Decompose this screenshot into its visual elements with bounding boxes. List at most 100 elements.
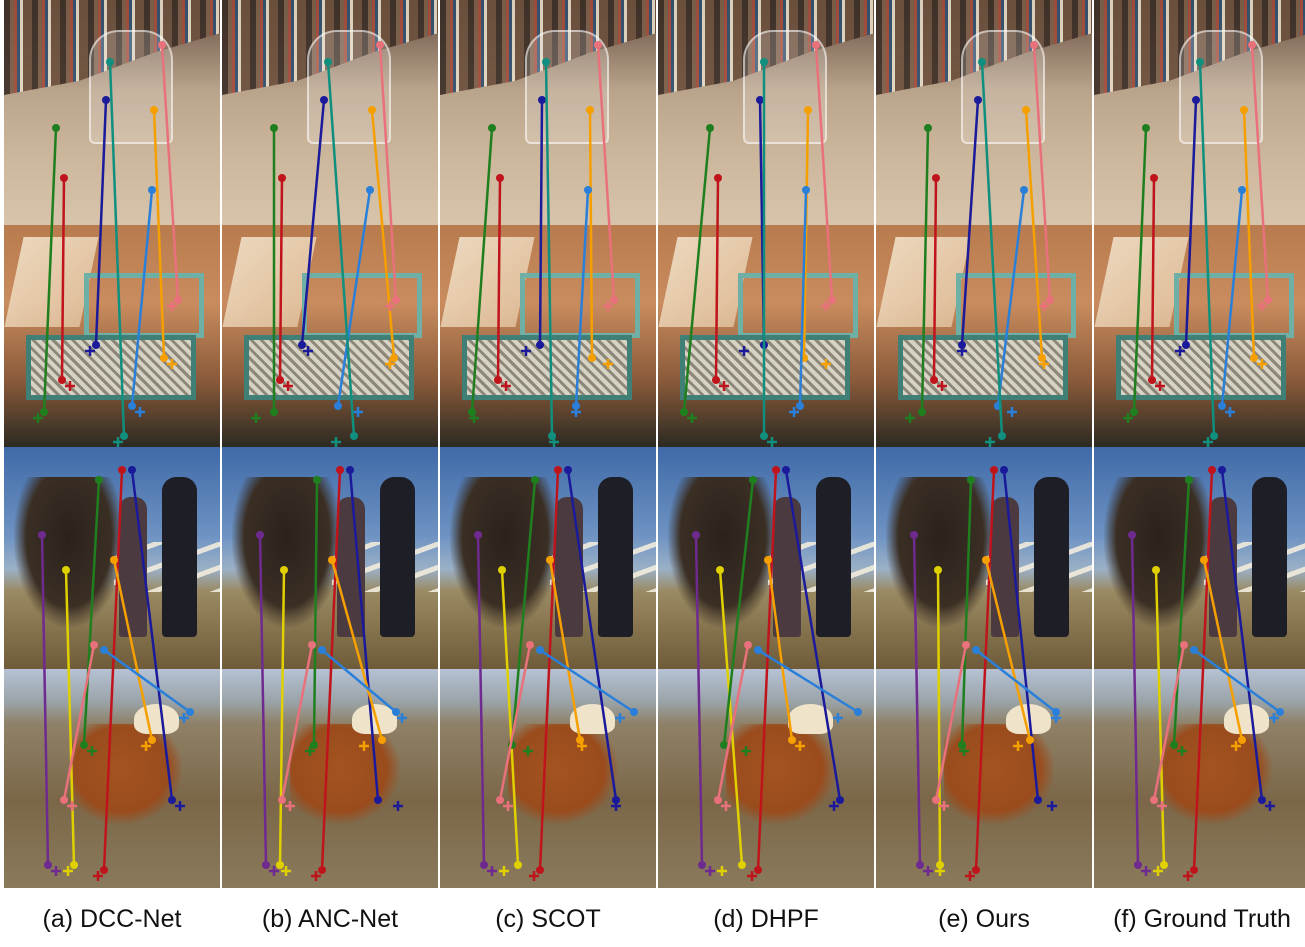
ground-truth-marker xyxy=(397,713,407,723)
correspondence-line xyxy=(722,479,755,746)
keypoint-marker xyxy=(1250,354,1258,362)
keypoint-marker xyxy=(1180,641,1188,649)
keypoint-marker xyxy=(934,566,942,574)
chestnut-pony xyxy=(726,724,836,824)
correspondence-line xyxy=(912,534,922,866)
ground-truth-marker xyxy=(1013,741,1023,751)
correspondence-line xyxy=(1150,177,1156,381)
correspondence-line xyxy=(980,61,1004,437)
keypoint-marker xyxy=(1170,741,1178,749)
correspondence-line xyxy=(378,44,398,301)
keypoint-marker xyxy=(52,124,60,132)
keypoint-marker xyxy=(374,796,382,804)
ground-truth-marker xyxy=(1141,866,1151,876)
keypoint-marker xyxy=(772,466,780,474)
keypoint-marker xyxy=(44,861,52,869)
keypoint-marker xyxy=(804,106,812,114)
keypoint-marker xyxy=(128,402,136,410)
keypoint-marker xyxy=(1046,296,1054,304)
dark-horse xyxy=(450,477,560,627)
correspondence-line xyxy=(64,569,76,866)
correspondence-line xyxy=(1024,109,1044,359)
ground-truth-marker xyxy=(393,801,403,811)
person xyxy=(1034,477,1069,637)
correspondence-line xyxy=(326,61,356,437)
correspondence-line xyxy=(300,99,326,346)
keypoint-marker xyxy=(932,796,940,804)
wooden-chair-photo xyxy=(222,225,438,447)
correspondence-line xyxy=(1202,559,1244,741)
keypoint-marker xyxy=(62,566,70,574)
correspondence-line xyxy=(766,559,794,741)
keypoint-marker xyxy=(480,861,488,869)
correspondence-line xyxy=(160,44,180,301)
keypoint-marker xyxy=(1192,96,1200,104)
keypoint-marker xyxy=(100,866,108,874)
ground-truth-marker xyxy=(577,741,587,751)
keypoint-marker xyxy=(366,186,374,194)
correspondence-line xyxy=(348,469,380,801)
keypoint-marker xyxy=(1218,466,1226,474)
keypoint-marker xyxy=(978,58,986,66)
correspondence-line xyxy=(538,469,560,871)
keypoint-marker xyxy=(1258,796,1266,804)
keypoint-marker xyxy=(1000,466,1008,474)
keypoint-marker xyxy=(714,796,722,804)
keypoint-marker xyxy=(1052,708,1060,716)
column-anc-net xyxy=(222,0,438,888)
keypoint-marker xyxy=(802,186,810,194)
keypoint-marker xyxy=(494,376,502,384)
chair-seat xyxy=(898,335,1068,400)
caption-anc-net: (b) ANC-Net xyxy=(261,905,399,933)
chair-seat xyxy=(462,335,632,400)
caption-dhpf: (d) DHPF xyxy=(713,905,819,933)
keypoint-marker xyxy=(118,466,126,474)
keypoint-marker xyxy=(262,861,270,869)
person xyxy=(162,477,197,637)
keypoint-marker xyxy=(298,341,306,349)
keypoint-marker xyxy=(1196,58,1204,66)
keypoint-marker xyxy=(148,186,156,194)
dark-horse xyxy=(1104,477,1214,627)
correspondence-line xyxy=(1192,469,1214,871)
correspondence-line xyxy=(94,99,108,346)
keypoint-marker xyxy=(1152,566,1160,574)
keypoint-marker xyxy=(336,466,344,474)
ground-truth-marker xyxy=(687,413,697,423)
correspondence-line xyxy=(756,469,778,871)
keypoint-marker xyxy=(90,641,98,649)
keypoint-marker xyxy=(854,708,862,716)
comparison-grid xyxy=(4,0,1305,888)
keypoint-marker xyxy=(498,566,506,574)
correspondence-line xyxy=(330,559,384,741)
keypoint-marker xyxy=(916,861,924,869)
keypoint-marker xyxy=(754,866,762,874)
keypoint-marker xyxy=(310,741,318,749)
keypoint-marker xyxy=(514,861,522,869)
ground-truth-marker xyxy=(767,437,777,447)
keypoint-correspondence-overlay xyxy=(468,41,638,881)
keypoint-marker xyxy=(782,466,790,474)
keypoint-marker xyxy=(756,96,764,104)
keypoint-marker xyxy=(160,354,168,362)
keypoint-marker xyxy=(910,531,918,539)
keypoint-marker xyxy=(974,96,982,104)
ground-truth-marker xyxy=(353,407,363,417)
correspondence-line xyxy=(798,189,808,407)
keypoint-marker xyxy=(40,408,48,416)
keypoint-marker xyxy=(982,556,990,564)
correspondence-line xyxy=(682,127,712,413)
library-chair-photo xyxy=(1094,0,1305,225)
correspondence-line xyxy=(548,559,582,741)
keypoint-marker xyxy=(1185,476,1193,484)
correspondence-line xyxy=(1198,61,1216,437)
keypoint-marker xyxy=(102,96,110,104)
keypoint-marker xyxy=(836,796,844,804)
correspondence-line xyxy=(920,127,930,413)
wooden-chair-photo xyxy=(1094,225,1305,447)
keypoint-marker xyxy=(60,796,68,804)
keypoint-marker xyxy=(1218,402,1226,410)
ground-truth-marker xyxy=(965,871,975,881)
keypoint-marker xyxy=(150,106,158,114)
caption-ground-truth: (f) Ground Truth xyxy=(1113,905,1291,933)
